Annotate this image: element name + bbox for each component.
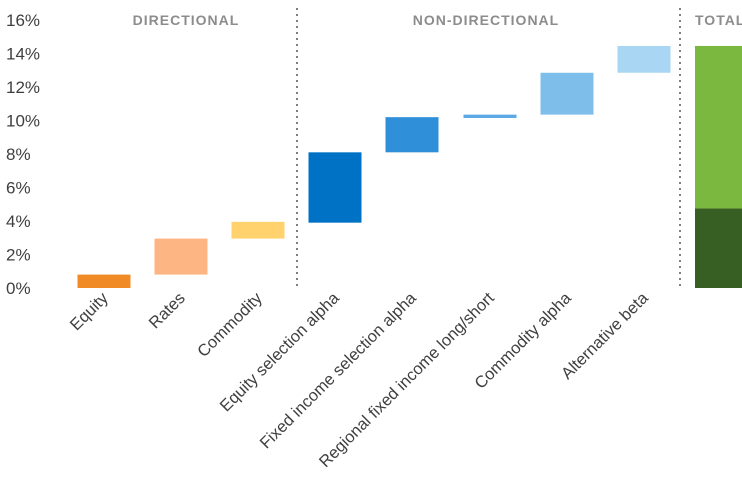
section-label-total: TOTAL bbox=[695, 12, 742, 28]
total-bar bbox=[695, 45, 742, 288]
y-tick-label: 0% bbox=[6, 279, 31, 298]
waterfall-bar bbox=[231, 221, 285, 239]
section-dividers bbox=[296, 8, 681, 288]
y-tick-label: 4% bbox=[6, 212, 31, 231]
waterfall-bar bbox=[463, 114, 517, 118]
y-tick-label: 2% bbox=[6, 246, 31, 265]
section-label-directional: DIRECTIONAL bbox=[133, 12, 240, 28]
x-tick-label: Commodity bbox=[194, 289, 266, 361]
x-tick-label: Equity bbox=[67, 289, 113, 335]
y-tick-label: 16% bbox=[6, 11, 40, 30]
waterfall-bar bbox=[154, 238, 208, 275]
waterfall-bar bbox=[308, 152, 362, 223]
waterfall-bar bbox=[617, 45, 671, 73]
x-tick-label: Rates bbox=[146, 289, 189, 332]
y-tick-label: 12% bbox=[6, 78, 40, 97]
x-tick-label: Fixed income selection alpha bbox=[257, 289, 421, 453]
waterfall-bar bbox=[385, 117, 439, 153]
y-tick-label: 8% bbox=[6, 145, 31, 164]
waterfall-bar bbox=[77, 274, 131, 288]
y-tick-label: 10% bbox=[6, 112, 40, 131]
total-bar-segment bbox=[695, 208, 742, 288]
section-label-non-directional: NON-DIRECTIONAL bbox=[413, 12, 559, 28]
section-labels: DIRECTIONAL NON-DIRECTIONAL TOTAL bbox=[133, 12, 742, 28]
y-tick-label: 6% bbox=[6, 179, 31, 198]
waterfall-bar bbox=[540, 72, 594, 115]
y-tick-label: 14% bbox=[6, 45, 40, 64]
y-axis: 0% 2% 4% 6% 8% 10% 12% 14% 16% bbox=[6, 11, 40, 298]
bars bbox=[77, 45, 671, 288]
total-bar-segment bbox=[695, 45, 742, 209]
